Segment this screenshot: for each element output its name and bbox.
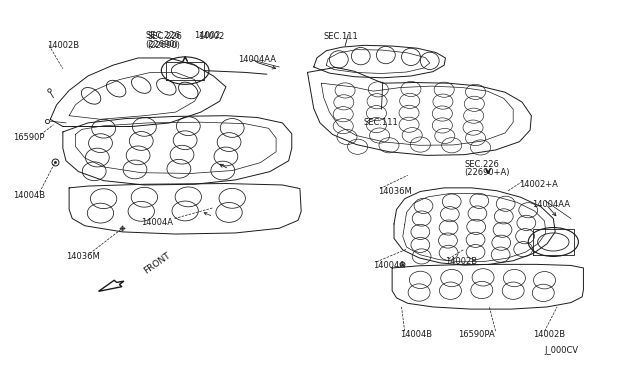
Text: 14002: 14002 (195, 31, 221, 40)
Text: J_000CV: J_000CV (545, 346, 579, 356)
Text: 14004B: 14004B (13, 190, 45, 199)
Text: 14002B: 14002B (47, 41, 79, 50)
Text: 14036M: 14036M (66, 252, 100, 261)
Text: 16590P: 16590P (13, 133, 44, 142)
Text: SEC.111: SEC.111 (364, 118, 399, 127)
Text: 14036M: 14036M (378, 187, 412, 196)
Text: 14004B: 14004B (400, 330, 433, 339)
Text: (22690+A): (22690+A) (464, 168, 509, 177)
Text: FRONT: FRONT (142, 250, 173, 275)
Text: SEC.226: SEC.226 (146, 31, 180, 40)
Text: (22690): (22690) (146, 40, 179, 49)
Text: 14002B: 14002B (445, 257, 477, 266)
Text: 14002+A: 14002+A (520, 180, 558, 189)
Text: SEC.111: SEC.111 (323, 32, 358, 41)
Text: 14004A: 14004A (373, 261, 405, 270)
Text: 14002B: 14002B (533, 330, 565, 339)
Text: SEC.226: SEC.226 (464, 160, 499, 169)
Text: (22690): (22690) (148, 41, 180, 50)
Text: 14004AA: 14004AA (532, 200, 570, 209)
Text: 16590PA: 16590PA (458, 330, 495, 339)
Text: SEC.226: SEC.226 (148, 32, 182, 41)
Text: 14004A: 14004A (141, 218, 173, 227)
Text: 14002: 14002 (198, 32, 224, 41)
Text: 14004AA: 14004AA (239, 55, 276, 64)
